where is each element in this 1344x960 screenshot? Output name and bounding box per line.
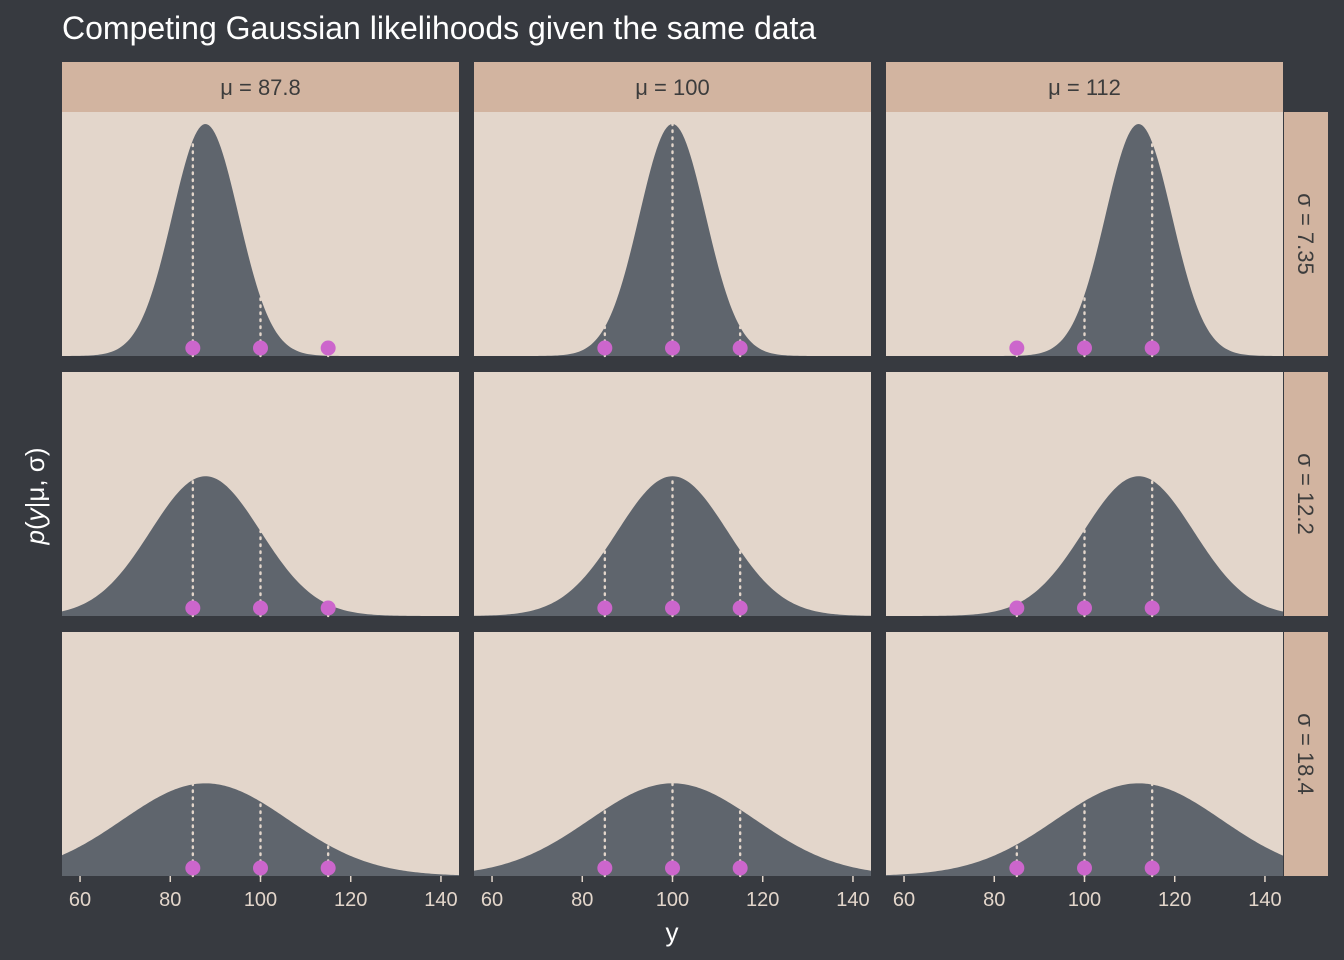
x-tick-label: 60 — [893, 889, 915, 911]
x-tick-label: 80 — [159, 889, 181, 911]
row-strip-1: σ = 7.35 — [1284, 112, 1328, 356]
panel-r3-c1 — [62, 632, 459, 878]
data-point — [1009, 600, 1025, 616]
data-point — [732, 340, 748, 356]
row-strip-label: σ = 12.2 — [1293, 453, 1318, 534]
x-tick-label: 100 — [1068, 889, 1101, 911]
density-area — [886, 783, 1283, 876]
strip-background — [1284, 372, 1328, 616]
data-point — [1144, 340, 1160, 356]
data-point — [665, 860, 680, 876]
x-tick-label: 120 — [1158, 889, 1191, 911]
data-point — [1009, 340, 1025, 356]
chart-title: Competing Gaussian likelihoods given the… — [62, 10, 816, 46]
strip-background — [62, 62, 459, 112]
panel-r1-c1 — [62, 112, 459, 358]
data-point — [1077, 600, 1092, 616]
y-axis-label-rest: |μ, σ) — [20, 447, 50, 508]
data-point — [1077, 860, 1092, 876]
data-point — [597, 600, 613, 616]
density-area — [474, 124, 871, 356]
column-strip-2: μ = 100 — [474, 62, 871, 112]
data-point — [1077, 340, 1092, 356]
data-point — [732, 600, 748, 616]
x-axis-label: y — [666, 917, 679, 947]
column-strips: μ = 87.8 μ = 100 μ = 112 — [62, 62, 1283, 112]
x-tick-label: 140 — [424, 889, 457, 911]
data-point — [253, 600, 268, 616]
column-strip-3: μ = 112 — [886, 62, 1283, 112]
data-point — [320, 340, 336, 356]
data-point — [665, 340, 680, 356]
data-point — [253, 860, 268, 876]
panel-r2-c2 — [474, 372, 871, 618]
x-tick-label: 140 — [1248, 889, 1281, 911]
data-point — [597, 860, 613, 876]
y-axis-label: p(y|μ, σ) — [20, 447, 50, 545]
x-axis-ticks: 60 80 100 120 140 60 80 100 120 140 60 80 100 120 140 — [69, 876, 1282, 911]
x-tick-label: 120 — [334, 889, 367, 911]
data-point — [1009, 860, 1025, 876]
data-point — [665, 600, 680, 616]
x-tick-label: 80 — [571, 889, 593, 911]
data-point — [320, 860, 336, 876]
panel-r2-c3 — [886, 372, 1283, 618]
column-strip-label: μ = 112 — [1048, 75, 1121, 100]
data-point — [185, 860, 201, 876]
panels — [62, 112, 1283, 878]
strip-background — [1284, 112, 1328, 356]
x-tick-label: 120 — [746, 889, 779, 911]
row-strips: σ = 7.35 σ = 12.2 σ = 18.4 — [1284, 112, 1328, 876]
strip-background — [1284, 632, 1328, 876]
panel-r3-c3 — [886, 632, 1283, 878]
row-strip-3: σ = 18.4 — [1284, 632, 1328, 876]
x-tick-label: 100 — [244, 889, 277, 911]
x-tick-label: 140 — [836, 889, 869, 911]
data-point — [253, 340, 268, 356]
density-area — [886, 124, 1283, 356]
density-area — [474, 783, 871, 876]
column-strip-label: μ = 100 — [635, 75, 709, 100]
x-tick-label: 80 — [983, 889, 1005, 911]
data-point — [732, 860, 748, 876]
panel-r3-c2 — [474, 632, 871, 878]
panel-r1-c3 — [886, 112, 1283, 358]
y-axis-label-y: y — [20, 506, 50, 523]
strip-background — [474, 62, 871, 112]
column-strip-1: μ = 87.8 — [62, 62, 459, 112]
row-strip-label: σ = 18.4 — [1293, 713, 1318, 794]
data-point — [1144, 860, 1160, 876]
panel-r1-c2 — [474, 112, 871, 358]
density-area — [62, 783, 459, 876]
x-tick-label: 100 — [656, 889, 689, 911]
x-tick-label: 60 — [69, 889, 91, 911]
data-point — [185, 340, 201, 356]
y-axis-label-open: ( — [20, 521, 50, 530]
row-strip-2: σ = 12.2 — [1284, 372, 1328, 616]
strip-background — [886, 62, 1283, 112]
column-strip-label: μ = 87.8 — [220, 75, 301, 100]
row-strip-label: σ = 7.35 — [1293, 193, 1318, 274]
panel-r2-c1 — [62, 372, 459, 618]
data-point — [597, 340, 613, 356]
y-axis-label-p: p — [20, 530, 50, 545]
x-tick-label: 60 — [481, 889, 503, 911]
data-point — [185, 600, 201, 616]
density-area — [62, 124, 459, 356]
data-point — [320, 600, 336, 616]
data-point — [1144, 600, 1160, 616]
